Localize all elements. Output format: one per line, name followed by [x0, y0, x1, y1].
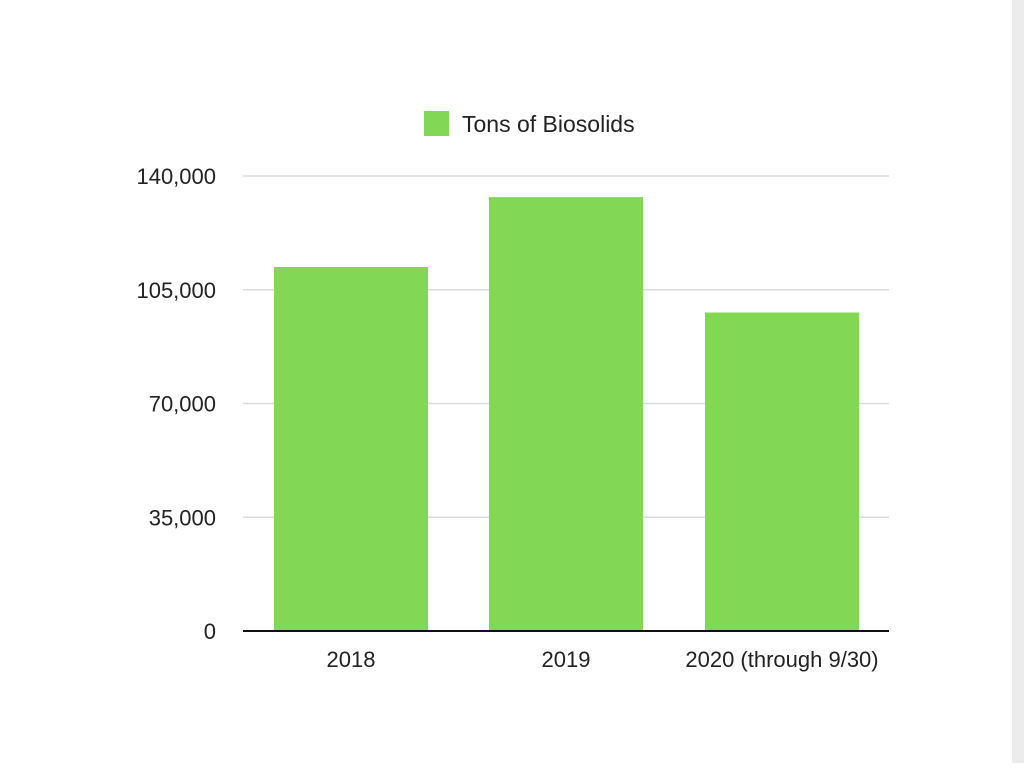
bars: [274, 197, 859, 631]
legend-swatch: [424, 111, 449, 136]
x-tick-label: 2018: [327, 647, 376, 672]
bar: [274, 267, 428, 631]
y-tick-label: 35,000: [149, 505, 216, 530]
legend: Tons of Biosolids: [424, 111, 635, 137]
x-axis-labels: 2018 2019 2020 (through 9/30): [327, 647, 879, 672]
y-tick-label: 70,000: [149, 392, 216, 417]
y-axis-labels: 0 35,000 70,000 105,000 140,000: [136, 164, 216, 644]
legend-label: Tons of Biosolids: [462, 111, 635, 137]
x-tick-label: 2019: [542, 647, 591, 672]
window-edge: [1012, 0, 1024, 763]
bar: [489, 197, 643, 631]
x-tick-label: 2020 (through 9/30): [685, 647, 878, 672]
y-tick-label: 140,000: [136, 164, 216, 189]
y-tick-label: 105,000: [136, 278, 216, 303]
y-tick-label: 0: [204, 619, 216, 644]
bar: [705, 312, 859, 631]
